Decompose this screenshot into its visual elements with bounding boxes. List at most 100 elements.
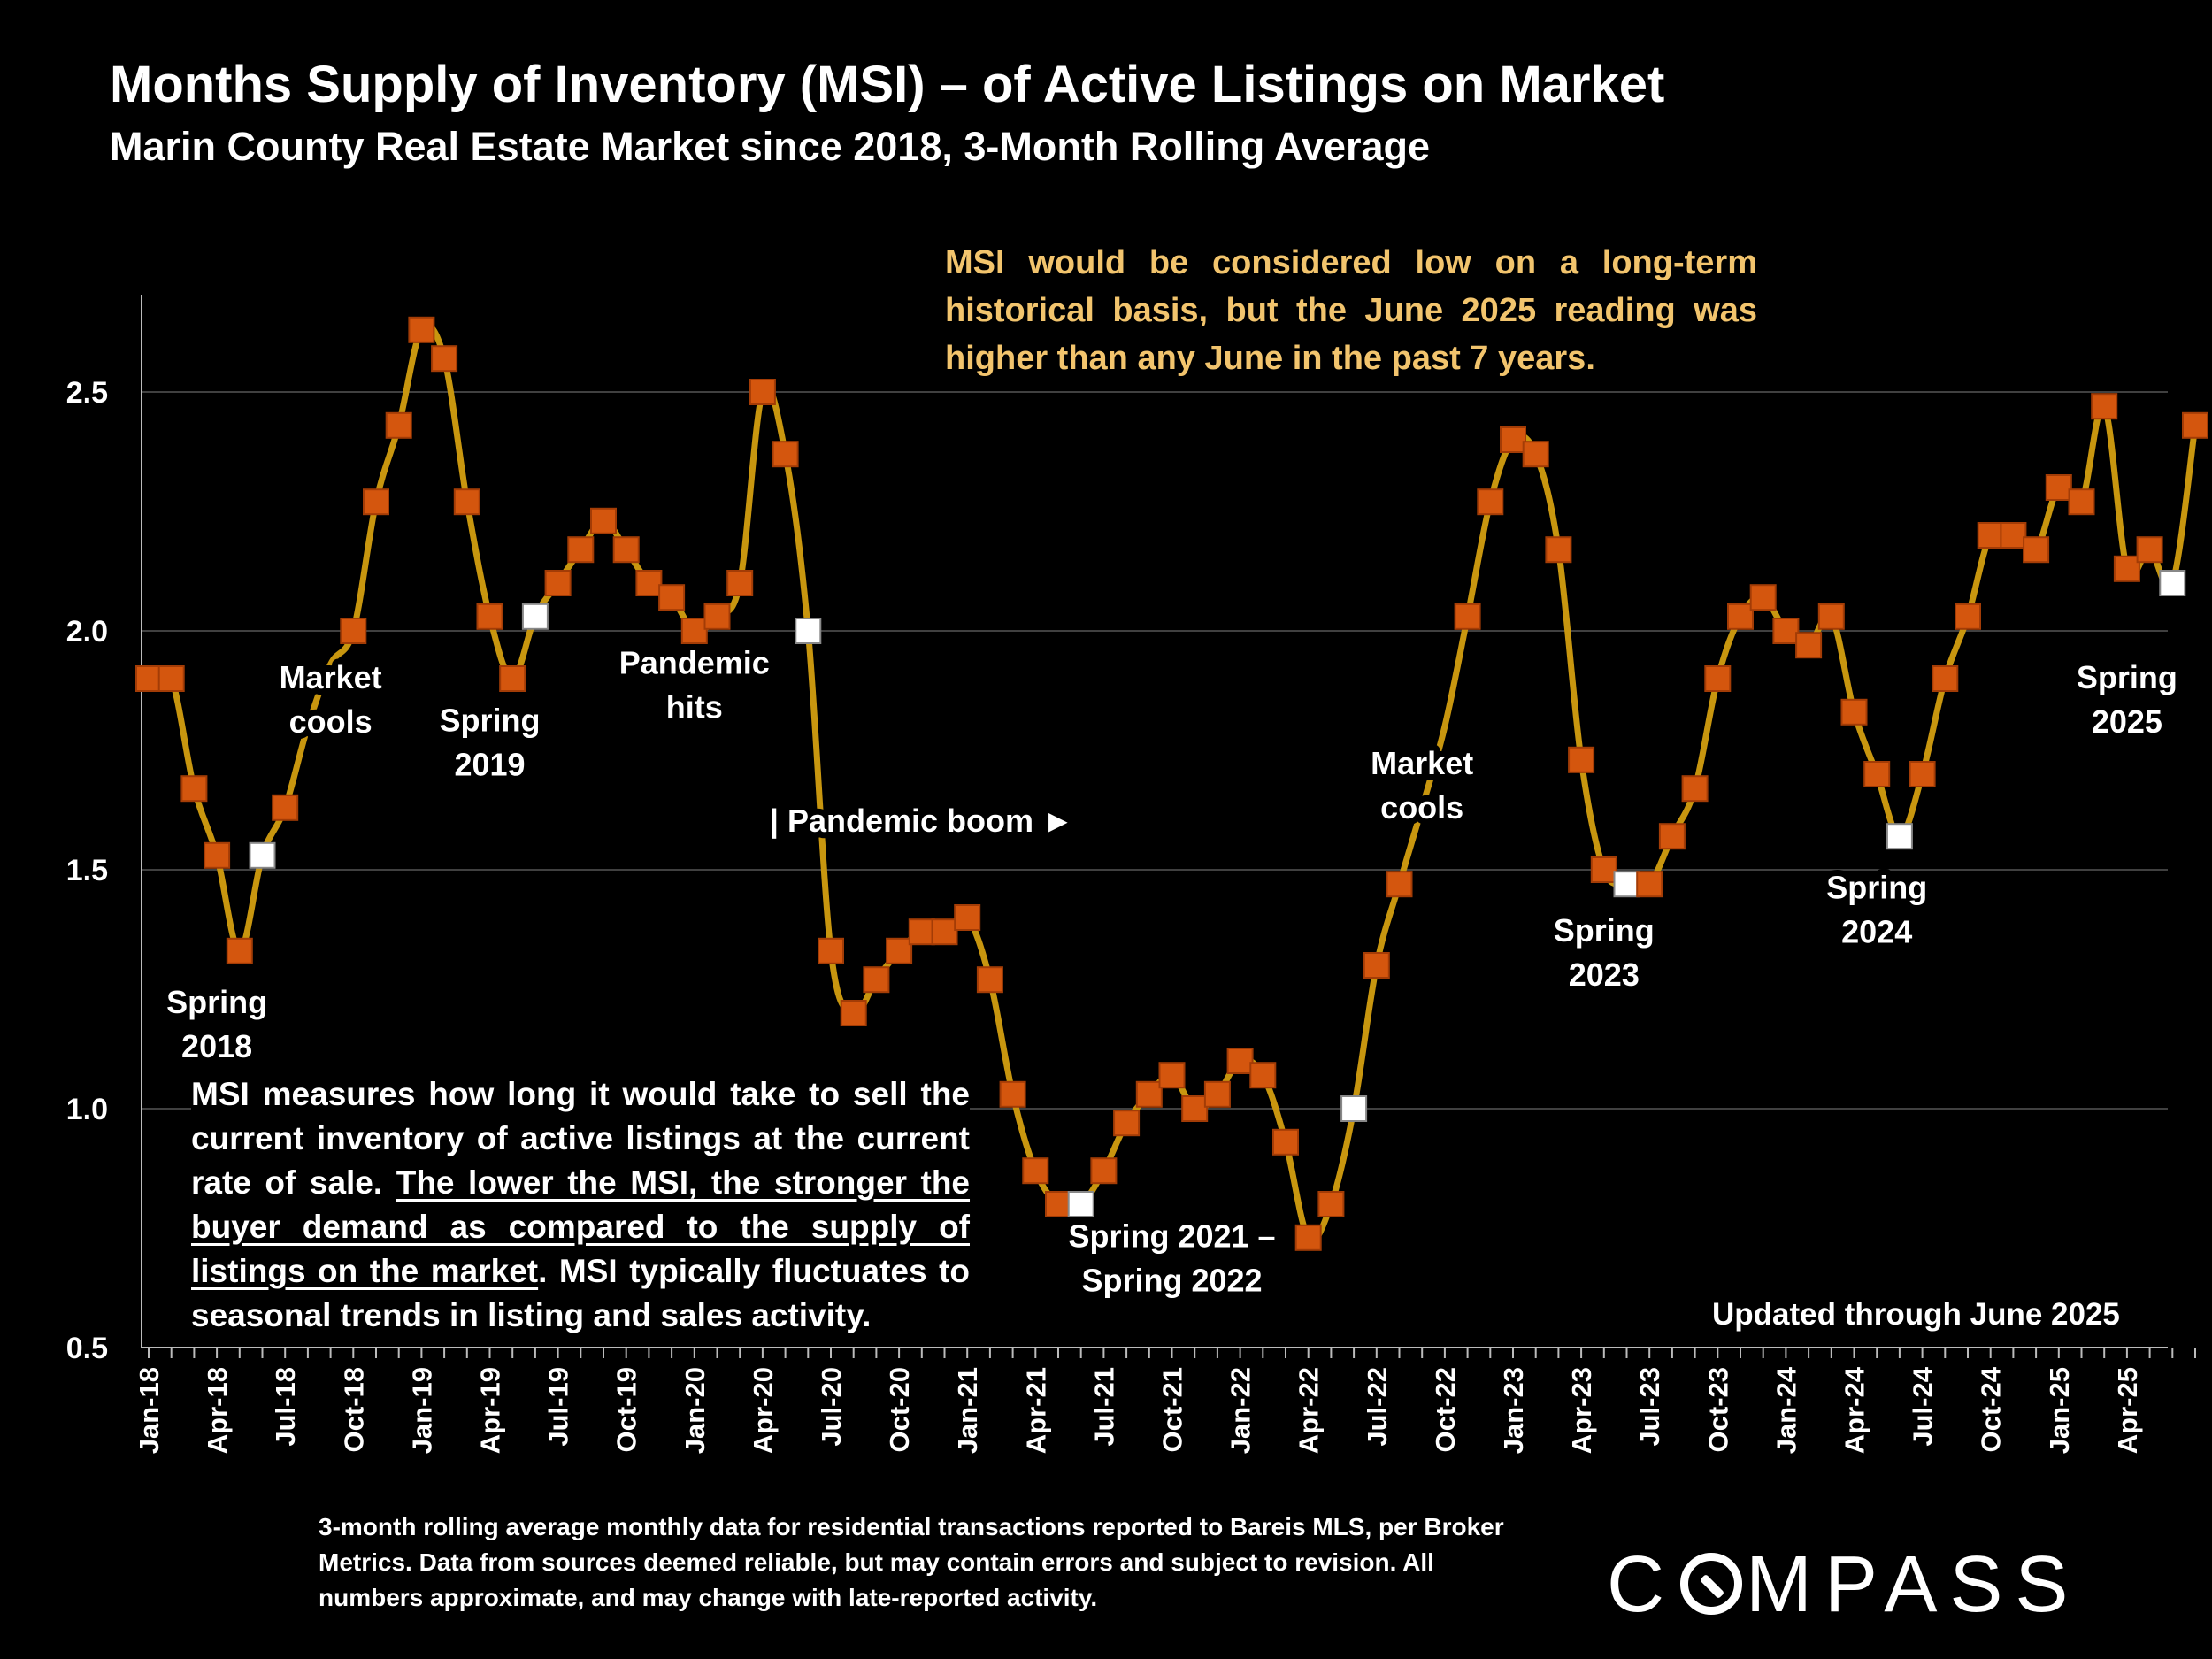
data-point-marker <box>1955 603 1981 630</box>
data-point-marker <box>703 603 731 630</box>
data-point-marker <box>2068 488 2095 516</box>
data-point-marker <box>2182 411 2208 439</box>
data-point-marker <box>2136 536 2163 564</box>
annotation-line: Spring 2022 <box>1081 1263 1262 1299</box>
x-tick-label: Jan-21 <box>952 1367 983 1454</box>
msi-explanation: MSI measures how long it would take to s… <box>191 1072 970 1338</box>
annotation-line: cools <box>1380 789 1463 826</box>
data-point-marker <box>544 570 572 596</box>
annotation-line: Pandemic <box>619 645 770 681</box>
data-point-marker <box>635 570 663 596</box>
data-point-marker <box>1500 426 1526 453</box>
series-markers <box>135 316 2208 1251</box>
data-point-marker <box>976 966 1003 994</box>
data-point-marker <box>1272 1128 1299 1156</box>
x-tick-label: Jul-19 <box>543 1367 574 1447</box>
x-tick-label: Oct-21 <box>1157 1367 1188 1452</box>
annotation-label: | Pandemic boom ► <box>770 803 1074 840</box>
compass-logo: C MPASS <box>1607 1540 2080 1631</box>
data-point-marker <box>2113 555 2140 582</box>
data-point-marker <box>749 379 776 405</box>
chart-title: Months Supply of Inventory (MSI) – of Ac… <box>110 56 1665 113</box>
data-point-marker <box>1294 1224 1322 1251</box>
data-point-marker <box>226 937 253 964</box>
annotation-label: Spring 2023 <box>1554 912 1655 993</box>
annotation-line: Market <box>1371 745 1473 781</box>
annotation-line: 2019 <box>454 746 525 782</box>
y-tick-label: 0.5 <box>66 1332 108 1365</box>
y-tick-label: 2.5 <box>66 376 108 410</box>
annotation-label: Spring 2018 <box>166 984 267 1064</box>
data-point-marker <box>1590 856 1617 883</box>
june-point-marker <box>1613 871 1640 898</box>
annotation-line: Spring <box>440 702 541 738</box>
x-tick-label: Jul-21 <box>1088 1367 1119 1447</box>
explain-text-1: MSI measures how long it would take to s… <box>191 1076 970 1201</box>
data-point-marker <box>1113 1110 1141 1137</box>
data-point-marker <box>1840 698 1868 726</box>
data-point-marker <box>1909 761 1936 787</box>
x-tick-label: Jul-20 <box>816 1367 847 1447</box>
data-point-marker <box>272 794 299 821</box>
data-point-marker <box>1545 536 1572 564</box>
x-tick-label: Jan-18 <box>134 1367 165 1454</box>
data-point-marker <box>363 488 389 516</box>
annotation-line: 2025 <box>2092 703 2162 740</box>
x-tick-label: Jan-20 <box>680 1367 710 1454</box>
data-point-marker <box>1135 1080 1163 1108</box>
data-point-marker <box>567 536 595 564</box>
data-point-marker <box>1203 1080 1231 1108</box>
data-point-marker <box>157 665 185 692</box>
data-point-marker <box>1772 618 1800 644</box>
data-point-marker <box>1226 1048 1254 1074</box>
y-tick-label: 2.0 <box>66 615 108 649</box>
annotation-line: 2023 <box>1569 956 1640 993</box>
data-point-marker <box>1158 1062 1186 1089</box>
source-footnote: 3-month rolling average monthly data for… <box>319 1513 1504 1611</box>
june-point-marker <box>1886 823 1913 850</box>
data-point-marker <box>1863 761 1891 787</box>
updated-note: Updated through June 2025 <box>1712 1297 2120 1332</box>
data-point-marker <box>1704 665 1732 692</box>
x-tick-label: Oct-19 <box>611 1367 642 1452</box>
annotation-label: Spring 2025 <box>2077 659 2177 740</box>
annotation-label: Spring 2021 – Spring 2022 <box>1068 1218 1275 1299</box>
data-point-marker <box>1249 1062 1277 1089</box>
june-point-marker <box>1340 1095 1368 1122</box>
june-point-marker <box>795 618 822 644</box>
data-point-marker <box>908 918 935 946</box>
x-tick-label: Jan-22 <box>1225 1367 1256 1454</box>
x-tick-label: Apr-19 <box>475 1367 506 1454</box>
x-tick-label: Apr-21 <box>1020 1367 1051 1454</box>
data-point-marker <box>1681 775 1709 803</box>
data-point-marker <box>931 918 958 946</box>
x-tick-label: Oct-23 <box>1702 1367 1733 1452</box>
annotation-line: 2018 <box>181 1028 252 1064</box>
data-point-marker <box>1727 603 1754 630</box>
x-tick-label: Jul-18 <box>270 1367 301 1447</box>
data-point-marker <box>1568 746 1595 773</box>
data-point-marker <box>999 1080 1026 1108</box>
x-tick-label: Apr-22 <box>1294 1367 1325 1454</box>
data-point-marker <box>1749 584 1777 611</box>
data-point-marker <box>499 665 526 692</box>
x-tick-label: Jul-23 <box>1634 1367 1665 1447</box>
data-point-marker <box>408 316 435 343</box>
compass-o-icon <box>1680 1553 1742 1615</box>
x-tick-label: Apr-18 <box>202 1367 233 1454</box>
data-point-marker <box>1636 871 1663 898</box>
x-tick-label: Apr-25 <box>2112 1367 2143 1454</box>
x-tick-label: Jul-22 <box>1362 1367 1393 1447</box>
y-tick-label: 1.5 <box>66 854 108 887</box>
annotation-line: hits <box>666 689 723 726</box>
data-point-marker <box>772 441 799 468</box>
x-tick-label: Jul-24 <box>1908 1366 1939 1446</box>
data-point-marker <box>840 1000 867 1026</box>
x-tick-label: Jan-24 <box>1770 1366 1801 1454</box>
june-point-marker <box>1067 1191 1094 1217</box>
data-point-marker <box>135 665 162 692</box>
data-point-marker <box>204 841 231 869</box>
chart-subtitle: Marin County Real Estate Market since 20… <box>110 124 1431 169</box>
data-point-marker <box>863 966 890 994</box>
logo-text-c: C <box>1607 1540 1677 1629</box>
